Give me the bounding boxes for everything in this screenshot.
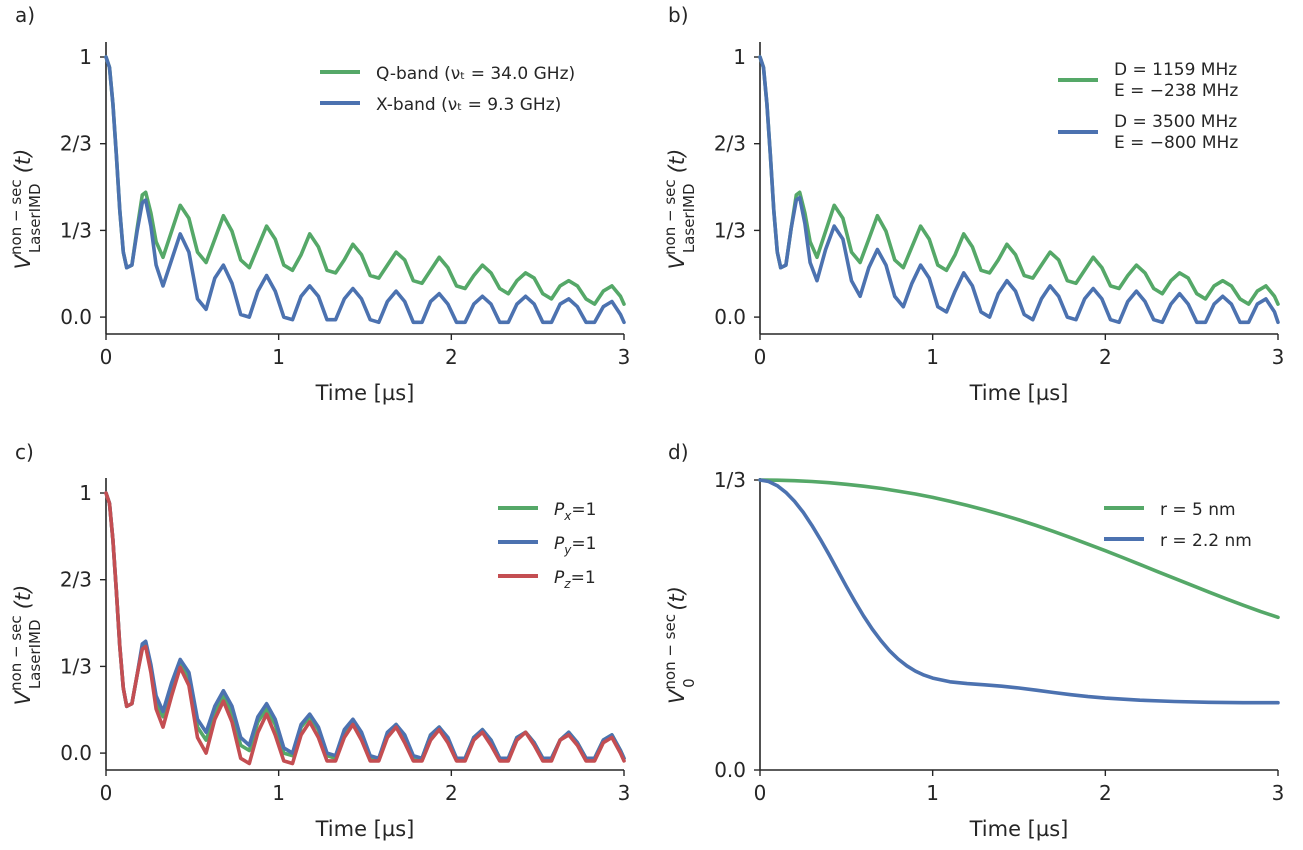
y-tick-label: 1/3: [714, 218, 746, 242]
legend-label: Pz=1: [554, 568, 596, 591]
x-axis-label: Time [µs]: [969, 381, 1069, 405]
legend-label-line2: E = −238 MHz: [1114, 81, 1238, 101]
panel-b: b) 0 1 2 3 1 2/3 1/3 0.0 Time [µs] Vnon − secLaser…: [661, 3, 1284, 405]
legend: Q-band (νₜ = 34.0 GHz) X-band (νₜ = 9.3 G…: [320, 64, 575, 115]
legend-label: D = 1159 MHz: [1114, 60, 1237, 80]
y-tick-label: 0.0: [60, 741, 92, 765]
x-tick-label: 3: [1272, 781, 1285, 805]
y-tick-label: 0.0: [714, 305, 746, 329]
legend-label: Q-band (νₜ = 34.0 GHz): [376, 64, 575, 84]
y-label-subscript: LaserIMD: [26, 619, 44, 689]
y-label-superscript: non − sec: [7, 615, 25, 691]
x-tick-label: 1: [272, 345, 285, 369]
panel-c: c) 0 1 2 3 1 2/3 1/3 0.0 Time [µs] Vnon − secLaser…: [7, 440, 630, 841]
y-axis-label: Vnon − secLaserIMD (t): [661, 149, 698, 270]
legend-label: r = 5 nm: [1160, 500, 1236, 520]
x-tick-label: 0: [100, 781, 113, 805]
x-tick-label: 1: [272, 781, 285, 805]
panel-label: b): [668, 3, 689, 27]
y-tick-label: 1/3: [60, 654, 92, 678]
y-label-main: V: [665, 688, 689, 704]
legend-label-main: P: [554, 500, 565, 520]
y-tick-label: 2/3: [60, 132, 92, 156]
x-tick-label: 2: [445, 345, 458, 369]
series-line-0: [104, 491, 626, 761]
y-axis-label: Vnon − secLaserIMD (t): [7, 585, 44, 706]
legend-label-main: P: [554, 568, 565, 588]
series-line-2: [104, 491, 626, 766]
panel-label: a): [15, 3, 35, 27]
legend-label: r = 2.2 nm: [1160, 531, 1252, 551]
legend-label: Py=1: [554, 534, 596, 557]
legend-label: X-band (νₜ = 9.3 GHz): [376, 95, 561, 115]
y-label-main: V: [11, 253, 35, 269]
panel-label: d): [668, 440, 689, 464]
y-label-superscript: non − sec: [661, 179, 679, 255]
legend-label-subscript: z: [563, 577, 571, 591]
y-label-subscript: LaserIMD: [26, 183, 44, 253]
legend-label-main: P: [554, 534, 565, 554]
x-tick-label: 1: [926, 781, 939, 805]
y-tick-label: 1: [733, 45, 746, 69]
legend-label: D = 3500 MHz: [1114, 112, 1237, 132]
series-line-0: [758, 55, 1280, 306]
x-tick-label: 0: [754, 345, 767, 369]
y-axis-label: Vnon − sec0 (t): [661, 586, 698, 704]
x-tick-label: 1: [926, 345, 939, 369]
y-tick-label: 2/3: [714, 132, 746, 156]
y-tick-label: 0.0: [60, 305, 92, 329]
x-tick-label: 2: [1099, 781, 1112, 805]
x-axis-label: Time [µs]: [315, 817, 415, 841]
legend-label-subscript: y: [563, 543, 572, 557]
x-axis-label: Time [µs]: [315, 381, 415, 405]
legend-label-line2: E = −800 MHz: [1114, 133, 1238, 153]
y-axis-label: Vnon − secLaserIMD (t): [7, 149, 44, 270]
panel-a: a) 0 1 2 3 1 2/3 1/3 0.0 Time [µs] Vnon − secLaser…: [7, 3, 630, 405]
x-tick-label: 0: [100, 345, 113, 369]
y-label-suffix: (t): [11, 585, 35, 610]
legend-label: Px=1: [554, 500, 596, 523]
y-label-main: V: [11, 689, 35, 705]
x-tick-label: 3: [618, 345, 631, 369]
y-tick-label: 1/3: [60, 218, 92, 242]
series-line-0: [104, 55, 626, 306]
y-label-suffix: (t): [11, 149, 35, 174]
x-axis-label: Time [µs]: [969, 817, 1069, 841]
y-tick-label: 1: [79, 481, 92, 505]
y-tick-label: 1/3: [714, 468, 746, 492]
series-line-1: [758, 478, 1280, 705]
legend-label-suffix: =1: [571, 568, 596, 588]
panel-label: c): [15, 440, 34, 464]
y-label-suffix: (t): [665, 586, 689, 611]
y-label-superscript: non − sec: [7, 179, 25, 255]
series-line-1: [758, 55, 1280, 325]
series-line-1: [104, 55, 626, 325]
legend: r = 5 nm r = 2.2 nm: [1104, 500, 1252, 551]
legend-label-subscript: x: [563, 509, 572, 523]
x-tick-label: 3: [618, 781, 631, 805]
y-label-main: V: [665, 253, 689, 269]
x-tick-label: 0: [754, 781, 767, 805]
y-label-superscript: non − sec: [661, 614, 679, 690]
legend-label-suffix: =1: [571, 500, 596, 520]
series-line-1: [104, 491, 626, 761]
x-tick-label: 2: [445, 781, 458, 805]
x-tick-label: 2: [1099, 345, 1112, 369]
x-tick-label: 3: [1272, 345, 1285, 369]
y-tick-label: 0.0: [714, 758, 746, 782]
legend: Px=1Py=1Pz=1: [498, 500, 596, 591]
y-tick-label: 2/3: [60, 568, 92, 592]
y-label-subscript: LaserIMD: [680, 183, 698, 253]
y-tick-label: 1: [79, 45, 92, 69]
series-line-0: [758, 478, 1280, 620]
legend-label-suffix: =1: [571, 534, 596, 554]
y-label-subscript: 0: [680, 678, 698, 688]
y-label-suffix: (t): [665, 149, 689, 174]
